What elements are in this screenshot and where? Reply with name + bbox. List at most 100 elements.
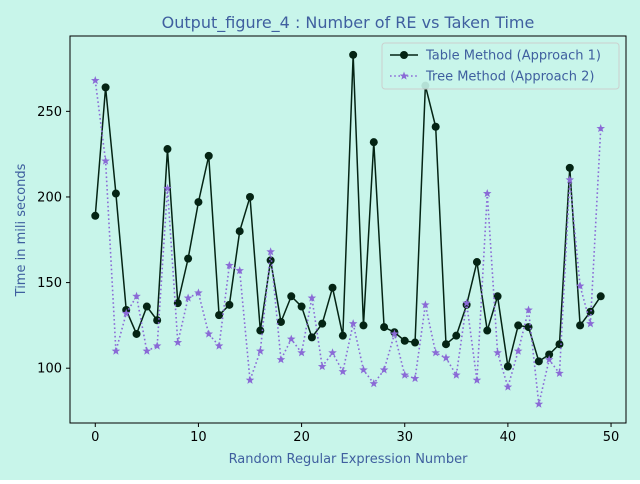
data-point bbox=[586, 319, 595, 328]
data-point bbox=[575, 281, 585, 290]
data-point bbox=[91, 211, 100, 220]
data-point bbox=[173, 338, 183, 347]
data-point bbox=[483, 326, 492, 335]
data-point bbox=[142, 302, 151, 311]
data-point bbox=[596, 123, 606, 133]
legend: Table Method (Approach 1) Tree Method (Ap… bbox=[381, 42, 620, 90]
data-point bbox=[441, 340, 450, 349]
data-point bbox=[225, 300, 234, 309]
data-point bbox=[524, 305, 533, 314]
x-tick-label: 0 bbox=[91, 430, 99, 445]
data-point bbox=[163, 145, 172, 154]
data-point bbox=[565, 163, 574, 172]
data-point bbox=[307, 333, 316, 342]
y-tick-label: 200 bbox=[37, 190, 62, 205]
data-point bbox=[411, 338, 420, 347]
x-axis-label: Random Regular Expression Number bbox=[229, 452, 469, 467]
data-point bbox=[462, 298, 471, 307]
data-point bbox=[503, 362, 512, 371]
data-point bbox=[286, 334, 296, 343]
series-tree-method bbox=[90, 76, 606, 408]
y-tick-label: 150 bbox=[37, 276, 62, 291]
y-axis: 100 150 200 250 bbox=[37, 105, 70, 377]
data-point bbox=[349, 50, 358, 59]
data-point bbox=[400, 370, 410, 379]
series-layer bbox=[90, 50, 606, 408]
y-tick-label: 100 bbox=[37, 362, 62, 377]
data-point bbox=[369, 379, 379, 388]
data-point bbox=[431, 122, 440, 131]
data-point bbox=[132, 329, 141, 338]
data-point bbox=[555, 368, 564, 377]
x-tick-label: 10 bbox=[190, 430, 207, 445]
data-point bbox=[421, 300, 430, 309]
data-point bbox=[101, 156, 110, 165]
data-point bbox=[441, 353, 451, 362]
data-point bbox=[348, 319, 358, 328]
x-tick-label: 20 bbox=[293, 430, 310, 445]
x-tick-label: 30 bbox=[396, 430, 413, 445]
data-point bbox=[596, 292, 605, 301]
x-tick-label: 40 bbox=[500, 430, 517, 445]
data-point bbox=[493, 292, 502, 301]
data-point bbox=[555, 340, 564, 349]
data-point bbox=[338, 331, 347, 340]
data-point bbox=[534, 357, 543, 366]
data-point bbox=[101, 83, 110, 92]
plot-area bbox=[70, 36, 626, 423]
data-point bbox=[194, 198, 203, 207]
data-point bbox=[380, 323, 389, 332]
data-point bbox=[235, 227, 244, 236]
data-point bbox=[503, 382, 513, 391]
data-point bbox=[287, 292, 296, 301]
data-point bbox=[153, 316, 162, 325]
data-point bbox=[256, 326, 265, 335]
data-point bbox=[276, 317, 285, 326]
data-point bbox=[297, 302, 306, 311]
data-point bbox=[482, 189, 492, 198]
data-point bbox=[338, 367, 348, 376]
data-point bbox=[235, 266, 244, 275]
data-point bbox=[472, 375, 482, 384]
data-point bbox=[245, 375, 255, 384]
data-point bbox=[90, 76, 100, 85]
data-point bbox=[163, 183, 172, 193]
data-point bbox=[307, 293, 317, 302]
data-point bbox=[142, 346, 152, 355]
data-point bbox=[184, 254, 193, 263]
data-point bbox=[225, 260, 234, 270]
data-point bbox=[452, 331, 461, 340]
data-point bbox=[132, 291, 141, 300]
data-point bbox=[452, 370, 461, 379]
data-point bbox=[204, 151, 213, 160]
data-point bbox=[534, 399, 544, 408]
series-line bbox=[94, 80, 602, 405]
data-point bbox=[111, 346, 121, 355]
data-point bbox=[152, 341, 162, 350]
data-point bbox=[576, 321, 585, 330]
data-point bbox=[545, 350, 554, 359]
data-point bbox=[369, 138, 378, 147]
data-point bbox=[297, 348, 306, 357]
data-point bbox=[400, 336, 409, 345]
data-point bbox=[183, 293, 193, 302]
data-point bbox=[318, 319, 327, 328]
chart-title: Output_figure_4 : Number of RE vs Taken … bbox=[162, 13, 535, 33]
data-point bbox=[379, 365, 389, 374]
data-point bbox=[359, 321, 368, 330]
x-tick-label: 50 bbox=[603, 430, 620, 445]
legend-marker bbox=[399, 71, 409, 80]
data-point bbox=[256, 346, 265, 355]
data-point bbox=[214, 341, 224, 350]
legend-box bbox=[381, 42, 620, 90]
data-point bbox=[317, 361, 327, 371]
data-point bbox=[514, 321, 523, 330]
data-point bbox=[431, 348, 440, 357]
data-point bbox=[266, 247, 275, 256]
axes-frame bbox=[69, 35, 627, 424]
data-point bbox=[111, 189, 120, 198]
x-axis: 0 10 20 30 40 50 bbox=[91, 423, 619, 445]
data-point bbox=[544, 355, 554, 364]
legend-label: Table Method (Approach 1) bbox=[425, 49, 601, 64]
